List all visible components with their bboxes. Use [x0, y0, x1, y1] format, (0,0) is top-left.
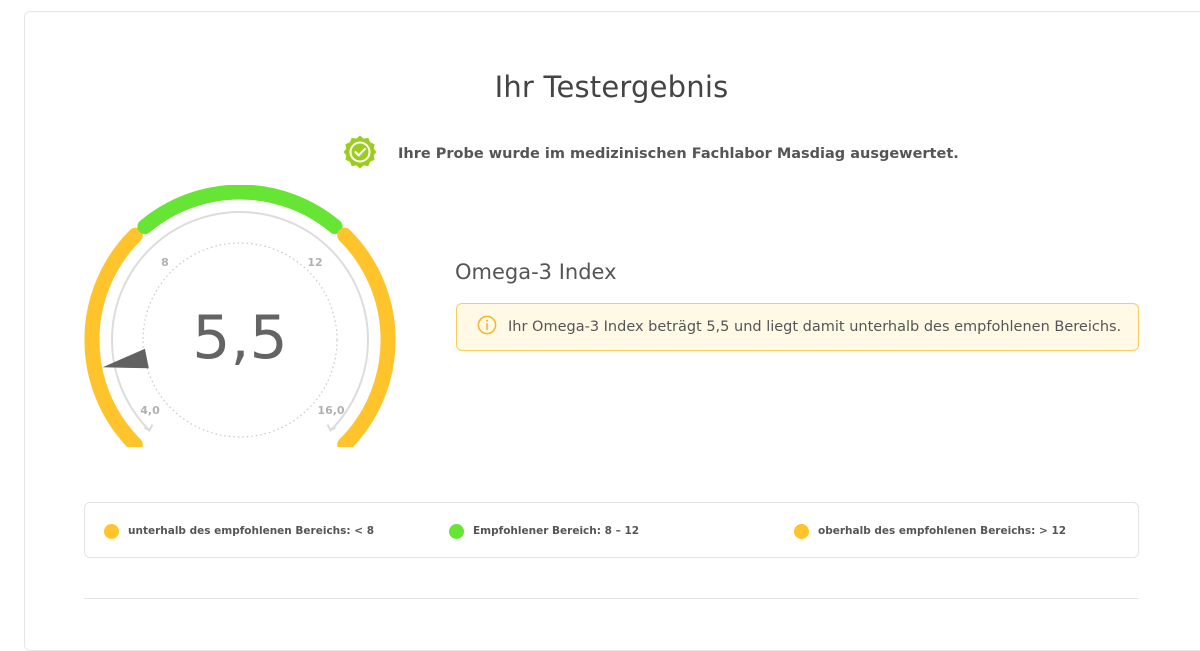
- gauge-needle: [102, 348, 149, 369]
- info-circle-icon: [477, 315, 497, 339]
- gauge-band-recommended: [137, 185, 343, 235]
- result-alert: Ihr Omega-3 Index beträgt 5,5 und liegt …: [456, 303, 1139, 351]
- legend-label-recommended: Empfohlener Bereich: 8 – 12: [473, 525, 640, 537]
- page-title: Ihr Testergebnis: [494, 70, 729, 104]
- legend-dot-below: [104, 523, 119, 539]
- gauge-max-label: 16,0: [317, 404, 344, 417]
- legend-label-below: unterhalb des empfohlenen Bereichs: < 8: [128, 525, 375, 537]
- result-message: Ihr Omega-3 Index beträgt 5,5 und liegt …: [508, 319, 1122, 335]
- gauge-band-above: [337, 227, 396, 447]
- gauge-track: [111, 210, 369, 432]
- legend-item-below: unterhalb des empfohlenen Bereichs: < 8: [104, 503, 374, 559]
- legend-item-above: oberhalb des empfohlenen Bereichs: > 12: [794, 503, 1066, 559]
- tick-label-low: 8: [161, 256, 169, 269]
- verified-check-badge-icon: [342, 134, 378, 174]
- result-title: Omega-3 Index: [455, 260, 617, 284]
- lab-verification: Ihre Probe wurde im medizinischen Fachla…: [342, 134, 959, 174]
- legend-dot-recommended: [449, 523, 464, 539]
- tick-label-high: 12: [307, 256, 322, 269]
- gauge-value: 5,5: [192, 303, 287, 373]
- gauge-band-below: [84, 227, 143, 447]
- section-divider: [84, 598, 1139, 599]
- legend-item-recommended: Empfohlener Bereich: 8 – 12: [449, 503, 639, 559]
- legend-label-above: oberhalb des empfohlenen Bereichs: > 12: [818, 525, 1067, 537]
- range-legend: unterhalb des empfohlenen Bereichs: < 8 …: [84, 502, 1139, 558]
- omega3-gauge: 8 12 4,0 16,0 5,5: [84, 185, 396, 447]
- verification-text: Ihre Probe wurde im medizinischen Fachla…: [398, 146, 959, 162]
- gauge-inner-dotted-circle: [142, 242, 338, 438]
- gauge-min-label: 4,0: [140, 404, 160, 417]
- legend-dot-above: [794, 523, 809, 539]
